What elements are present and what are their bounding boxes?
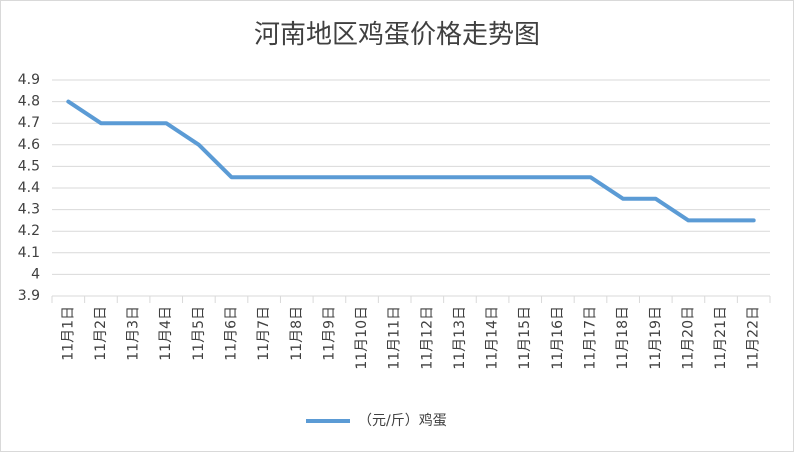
x-tick-label: 11月5日 [191,306,207,361]
legend-label: （元/斤）鸡蛋 [358,412,447,429]
x-tick-label: 11月3日 [126,306,142,361]
x-tick-label: 11月12日 [419,306,435,370]
x-tick-label: 11月2日 [93,306,109,361]
y-tick-label: 4.1 [18,245,40,261]
x-tick-label: 11月17日 [583,306,599,370]
x-tick-label: 11月16日 [550,306,566,370]
y-tick-label: 4.4 [18,180,40,196]
y-tick-label: 4.3 [18,202,40,218]
x-tick-label: 11月22日 [746,306,762,370]
y-tick-label: 4.9 [18,72,40,88]
x-tick-label: 11月14日 [485,306,501,370]
x-tick-label: 11月10日 [354,306,370,370]
x-tick-label: 11月21日 [713,306,729,370]
x-tick-label: 11月4日 [158,306,174,361]
x-tick-label: 11月15日 [517,306,533,370]
y-tick-label: 3.9 [18,288,40,304]
x-tick-label: 11月13日 [452,306,468,370]
chart-title: 河南地区鸡蛋价格走势图 [254,20,540,50]
x-tick-label: 11月20日 [680,306,696,370]
x-tick-label: 11月11日 [387,306,403,370]
y-tick-label: 4.8 [18,94,40,110]
x-tick-label: 11月18日 [615,306,631,370]
x-tick-label: 11月19日 [648,306,664,370]
y-tick-label: 4.6 [18,137,40,153]
y-tick-label: 4.7 [18,115,40,131]
x-tick-label: 11月9日 [321,306,337,361]
x-tick-label: 11月7日 [256,306,272,361]
line-series [66,99,756,223]
x-tick-label: 11月8日 [289,306,305,361]
x-tick-label: 11月1日 [60,306,76,361]
y-tick-label: 4.5 [18,158,40,174]
y-tick-label: 4.2 [18,223,40,239]
y-tick-label: 4 [31,266,40,282]
x-tick-label: 11月6日 [224,306,240,361]
